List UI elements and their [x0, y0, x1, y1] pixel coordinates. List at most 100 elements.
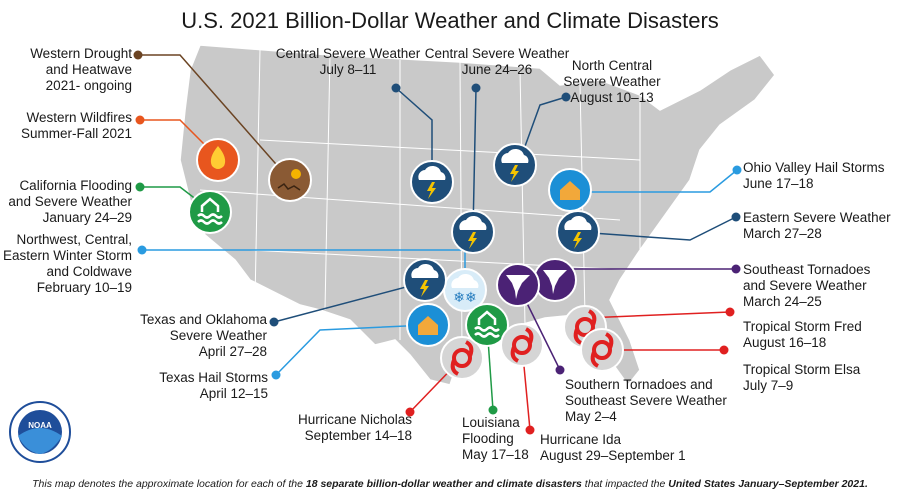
icon-circle — [188, 190, 232, 234]
cloud — [459, 215, 487, 230]
label-line: Northwest, Central, — [16, 232, 132, 247]
leader-line — [519, 96, 567, 161]
leader-dot — [719, 345, 729, 355]
leader-dot — [269, 317, 279, 327]
cracks — [277, 182, 301, 191]
icon-circle — [268, 158, 312, 202]
label-line: June 24–26 — [462, 62, 533, 77]
label-line: August 16–18 — [743, 335, 826, 350]
label-line: 2021- ongoing — [46, 78, 132, 93]
label-line: Tropical Storm Elsa — [743, 362, 861, 377]
icon — [268, 158, 312, 202]
snow: ❄❄ — [453, 289, 476, 305]
leader-dot — [271, 370, 281, 380]
funnel — [543, 270, 567, 294]
icon — [410, 160, 454, 204]
bolt — [420, 280, 429, 297]
leader-line — [275, 324, 429, 376]
label-line: January 24–29 — [43, 210, 132, 225]
label-line: Ohio Valley Hail Storms — [743, 160, 885, 175]
label-line: Summer-Fall 2021 — [21, 126, 132, 141]
label-line: and Severe Weather — [743, 278, 867, 293]
label-line: May 17–18 — [462, 447, 529, 462]
icon — [580, 328, 624, 372]
icon — [465, 303, 509, 347]
label-line: May 2–4 — [565, 409, 617, 424]
footer-bold: 18 separate billion-dollar weather and c… — [306, 478, 582, 490]
icons: ❄❄ — [188, 138, 624, 380]
icon — [556, 210, 600, 254]
logo-text: NOAA — [28, 421, 52, 430]
bolt — [573, 232, 582, 249]
leader-dot — [732, 165, 742, 175]
house — [418, 316, 438, 335]
leader-line — [570, 169, 738, 193]
label-line: Western Drought — [30, 46, 132, 61]
leader-dot — [137, 245, 147, 255]
label-line: Hurricane Ida — [540, 432, 622, 447]
label-line: Louisiana — [462, 415, 520, 430]
bolt — [510, 165, 519, 182]
leader-dot — [135, 182, 145, 192]
leader-dot — [135, 115, 145, 125]
label-line: Southeast Tornadoes — [743, 262, 871, 277]
cloud — [501, 148, 529, 163]
icon — [500, 323, 544, 367]
icon — [406, 303, 450, 347]
icon — [440, 336, 484, 380]
label-line: April 27–28 — [199, 344, 267, 359]
label-line: September 14–18 — [305, 428, 412, 443]
label-line: March 24–25 — [743, 294, 822, 309]
label-line: April 12–15 — [200, 386, 268, 401]
label-line: Southern Tornadoes and — [565, 377, 713, 392]
icon: ❄❄ — [443, 268, 487, 312]
leader-dot — [391, 83, 401, 93]
cloud — [451, 273, 479, 288]
cloud — [411, 263, 439, 278]
label-line: Flooding — [462, 431, 514, 446]
label-line: Tropical Storm Fred — [743, 319, 862, 334]
swirl — [510, 327, 534, 363]
leader-dot — [731, 212, 741, 222]
label-line: and Heatwave — [46, 62, 132, 77]
icon — [548, 168, 592, 212]
icon — [403, 258, 447, 302]
label-line: August 29–September 1 — [540, 448, 686, 463]
icon-circle — [580, 328, 624, 372]
icon-circle — [500, 323, 544, 367]
label-line: March 27–28 — [743, 226, 822, 241]
leader-line — [138, 54, 291, 181]
leader-dot — [471, 83, 481, 93]
icon — [496, 263, 540, 307]
label-line: July 8–11 — [320, 62, 377, 77]
noaa-logo: NOAA — [9, 401, 71, 463]
leader-line — [584, 311, 731, 319]
title: U.S. 2021 Billion-Dollar Weather and Cli… — [181, 8, 719, 33]
leader-dot — [561, 92, 571, 102]
cloud — [418, 165, 446, 180]
label-line: Texas Hail Storms — [159, 370, 268, 385]
footer-text: that impacted the — [582, 478, 668, 490]
waves — [474, 310, 500, 338]
leader-line — [472, 87, 477, 233]
label-line: Western Wildfires — [26, 110, 132, 125]
label-line: Southeast Severe Weather — [565, 393, 727, 408]
leader-line — [273, 281, 426, 323]
footer: This map denotes the approximate locatio… — [32, 478, 868, 490]
leader-dot — [725, 307, 735, 317]
leader-dot — [133, 50, 143, 60]
label-line: North Central — [572, 58, 652, 73]
bolt — [427, 182, 436, 199]
leader-dot — [525, 425, 535, 435]
label-line: Texas and Oklahoma — [140, 312, 267, 327]
swirl — [450, 340, 474, 376]
footer-bold: United States January–September 2021. — [668, 478, 868, 490]
label-line: Severe Weather — [563, 74, 661, 89]
label-line: Central Severe Weather — [276, 46, 421, 61]
leader-dot — [731, 264, 741, 274]
label-line: and Severe Weather — [8, 194, 132, 209]
house — [560, 181, 580, 200]
label-line: and Coldwave — [46, 264, 132, 279]
